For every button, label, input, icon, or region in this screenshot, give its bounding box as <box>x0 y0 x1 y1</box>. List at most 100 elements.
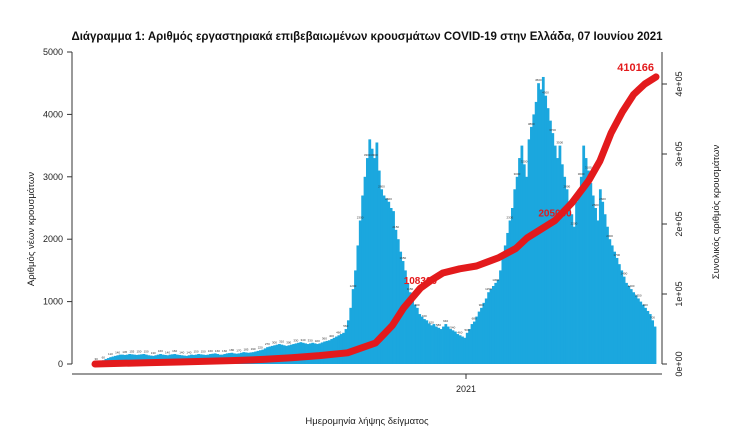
y-ticks-right: 0e+00 1e+05 2e+05 3e+05 4e+05 <box>662 71 684 377</box>
bar-value-label: 1200 <box>350 284 357 288</box>
bar <box>118 354 122 364</box>
bar <box>434 326 438 364</box>
bar <box>615 257 619 364</box>
bar <box>116 355 120 364</box>
bar <box>617 264 621 364</box>
bar <box>427 323 431 364</box>
bar <box>541 76 545 365</box>
bar <box>294 343 298 364</box>
bar <box>404 270 407 364</box>
bar <box>613 251 616 364</box>
bar-value-label: 160 <box>158 349 163 353</box>
bar <box>520 145 524 364</box>
bar <box>634 295 638 364</box>
bar <box>641 304 645 364</box>
bar-value-label: 3500 <box>556 141 563 145</box>
bar <box>472 321 476 364</box>
bar <box>292 344 296 364</box>
bar <box>644 307 647 364</box>
cumulative-annotations: 108300 205000 410166 <box>404 62 654 287</box>
bar-value-label: 330 <box>308 338 313 342</box>
bar <box>297 342 300 364</box>
bar <box>603 214 607 364</box>
bar <box>133 354 136 364</box>
bar <box>591 195 595 364</box>
bar <box>606 226 609 364</box>
bar <box>577 189 581 364</box>
bar <box>442 326 445 364</box>
bar-value-label: 2200 <box>571 222 578 226</box>
bar-value-label: 460 <box>336 330 341 334</box>
bar <box>392 211 395 364</box>
bar <box>556 158 559 364</box>
bar <box>268 346 272 364</box>
bar <box>522 164 526 364</box>
bar <box>387 201 391 364</box>
cumulative-line <box>91 73 660 368</box>
bar-value-label: 300 <box>286 340 291 344</box>
bar <box>537 83 540 364</box>
bar <box>365 158 369 364</box>
bar <box>370 148 374 364</box>
bar <box>465 332 469 364</box>
bar-value-label: 3700 <box>549 128 556 132</box>
bar-value-label: 170 <box>236 348 241 352</box>
bar <box>278 344 281 364</box>
bar-value-label: 540 <box>450 325 455 329</box>
bar <box>560 164 564 364</box>
y2-axis-label: Συνολικός αριθμός κρουσμάτων <box>711 145 722 280</box>
bar <box>549 120 552 364</box>
y2-tick-label: 3e+05 <box>674 141 684 166</box>
bar <box>125 354 129 364</box>
bar <box>601 201 605 364</box>
bar <box>385 198 388 364</box>
bar-value-label: 2600 <box>385 197 392 201</box>
bar <box>518 158 521 364</box>
bar-value-label: 1650 <box>399 256 406 260</box>
bar-value-label: 1300 <box>492 278 499 282</box>
bar <box>510 208 514 364</box>
bar-value-label: 145 <box>122 350 127 354</box>
bar-value-label: 340 <box>300 338 305 342</box>
bar <box>484 298 488 364</box>
bar <box>587 170 590 364</box>
bar <box>636 298 640 364</box>
bar <box>506 232 510 364</box>
bar <box>423 319 426 364</box>
bar <box>420 316 424 364</box>
bar-value-label: 320 <box>315 339 320 343</box>
bar <box>565 189 569 364</box>
bar <box>570 214 574 364</box>
bar <box>463 337 467 364</box>
bar <box>408 292 412 364</box>
bar <box>430 325 433 364</box>
bar <box>625 282 628 364</box>
bar <box>266 347 269 364</box>
bar <box>470 324 474 364</box>
bar-value-label: 680 <box>472 317 477 321</box>
bar <box>411 298 414 364</box>
bar-series <box>95 76 657 365</box>
bar <box>415 307 419 364</box>
bar <box>503 245 507 364</box>
bar-value-label: 900 <box>643 303 648 307</box>
y2-tick-label: 4e+05 <box>674 71 684 96</box>
bar <box>477 311 481 364</box>
bar <box>646 310 650 364</box>
bar <box>453 331 457 364</box>
bar-value-label: 3300 <box>371 153 378 157</box>
bar <box>121 354 124 364</box>
y-tick-label: 3000 <box>43 172 63 182</box>
bar-value-label: 140 <box>165 350 170 354</box>
chart-title: Διάγραμμα 1: Αριθμός εργαστηριακά επιβεβ… <box>71 31 663 43</box>
bar <box>589 183 593 364</box>
bar-value-label: 2000 <box>606 234 613 238</box>
bar-value-label: 140 <box>186 350 191 354</box>
bar-value-label: 140 <box>115 350 120 354</box>
bar <box>375 142 379 364</box>
bar <box>394 229 398 364</box>
bar-value-label: 2300 <box>506 215 513 219</box>
y-tick-label: 1000 <box>43 297 63 307</box>
bar <box>461 336 464 364</box>
